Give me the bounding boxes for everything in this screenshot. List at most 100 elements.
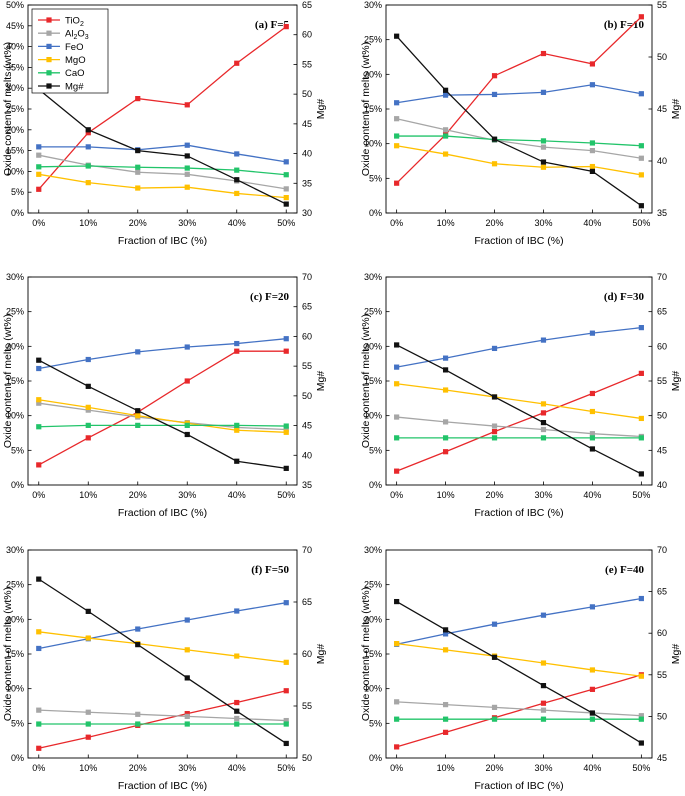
data-point <box>589 390 596 397</box>
data-point <box>491 73 498 79</box>
series-cao <box>36 721 289 727</box>
data-point <box>442 133 449 139</box>
data-point <box>85 144 91 150</box>
data-point <box>283 429 289 435</box>
legend-item: MgO <box>38 55 86 66</box>
y-tick-label: 10% <box>6 684 24 694</box>
series-line <box>38 399 287 433</box>
data-point <box>589 667 596 673</box>
data-point <box>589 710 596 716</box>
data-point <box>589 446 596 452</box>
x-tick-label: 20% <box>129 218 147 228</box>
series-line <box>38 165 287 176</box>
legend-item: Al2O3 <box>38 29 89 41</box>
data-point <box>36 576 42 582</box>
data-point <box>184 617 190 623</box>
data-point <box>36 707 42 713</box>
y-tick-label: 15% <box>6 146 24 156</box>
data-point <box>442 729 449 735</box>
y2-tick-label: 55 <box>302 361 312 371</box>
data-point <box>234 348 240 354</box>
data-point <box>491 423 498 429</box>
series-mg-number <box>394 33 644 209</box>
data-point <box>283 24 289 30</box>
y-tick-label: 35% <box>6 62 24 72</box>
data-point <box>491 716 498 722</box>
y2-axis-title: Mg# <box>670 644 682 665</box>
data-point <box>638 713 644 719</box>
y2-tick-label: 40 <box>657 156 667 166</box>
legend-box <box>31 8 109 94</box>
y2-tick-label: 50 <box>302 89 312 99</box>
series-line <box>38 88 287 205</box>
data-point <box>638 14 644 20</box>
y2-tick-label: 60 <box>302 331 312 341</box>
data-point <box>184 647 190 653</box>
x-tick-label: 0% <box>390 218 403 228</box>
data-point <box>394 143 400 149</box>
series-line <box>38 709 287 722</box>
data-point <box>394 180 400 186</box>
data-point <box>540 50 547 57</box>
x-axis-title: Fraction of IBC (%) <box>474 780 563 792</box>
x-tick-label: 20% <box>486 490 504 500</box>
y-axis-title: Oxide content of melts (wt%) <box>2 314 14 448</box>
data-point <box>394 435 400 441</box>
y2-tick-label: 30 <box>302 208 312 218</box>
x-tick-label: 0% <box>32 763 45 773</box>
panel-label: (e) F=40 <box>605 564 644 576</box>
y2-axis-title: Mg# <box>670 371 682 392</box>
data-point <box>540 89 547 95</box>
data-point <box>540 337 547 343</box>
data-point <box>638 203 644 209</box>
panel-label: (f) F=50 <box>251 564 289 576</box>
data-point <box>442 631 449 637</box>
y2-tick-label: 65 <box>302 0 312 10</box>
data-point <box>589 140 596 146</box>
data-point <box>283 195 289 201</box>
series-line <box>38 26 287 190</box>
series-tio2 <box>394 14 644 186</box>
y-tick-label: 0% <box>11 753 24 763</box>
data-point <box>184 675 190 681</box>
data-point <box>589 408 596 415</box>
chart-panel-2: 0% 5% 10% 15% 20% 25% 30% 35 40 45 50 55 0% 10% 20% 30%… <box>360 0 682 247</box>
y-axis-title: Oxide content of melts (wt%) <box>2 42 14 176</box>
data-point <box>442 449 449 455</box>
data-point <box>394 468 400 474</box>
data-point <box>589 686 596 692</box>
data-point <box>394 414 400 420</box>
x-tick-label: 50% <box>277 763 295 773</box>
data-point <box>234 458 240 464</box>
data-point <box>135 148 141 154</box>
y2-axis-title: Mg# <box>315 99 327 120</box>
data-point <box>394 100 400 106</box>
series-line <box>38 338 287 370</box>
y-tick-label: 10% <box>364 139 382 149</box>
data-point <box>589 148 596 154</box>
plot-frame <box>27 276 298 486</box>
data-point <box>36 365 42 372</box>
data-point <box>394 699 400 705</box>
series-line <box>396 145 642 176</box>
data-point <box>638 172 644 178</box>
x-tick-label: 30% <box>178 490 196 500</box>
data-point <box>85 130 91 136</box>
y-tick-label: 15% <box>364 104 382 114</box>
chart-panel-1: 0% 5% 10% 15% 20% 25% 30% 35% 40% 45% 50% 30 35 40 45 5… <box>2 0 327 247</box>
data-point <box>442 127 449 133</box>
y-tick-label: 0% <box>369 480 382 490</box>
data-point <box>638 143 644 149</box>
y-tick-label: 50% <box>6 0 24 10</box>
y2-tick-label: 70 <box>657 272 667 282</box>
y-tick-label: 10% <box>6 166 24 176</box>
series-cao <box>36 163 289 178</box>
legend-label: MgO <box>65 55 86 66</box>
data-point <box>135 413 141 419</box>
series-mg-number <box>36 576 289 747</box>
data-point <box>234 60 240 66</box>
series-feo <box>36 336 289 372</box>
x-tick-label: 30% <box>534 490 552 500</box>
series-line <box>396 84 642 104</box>
x-tick-label: 50% <box>632 763 650 773</box>
